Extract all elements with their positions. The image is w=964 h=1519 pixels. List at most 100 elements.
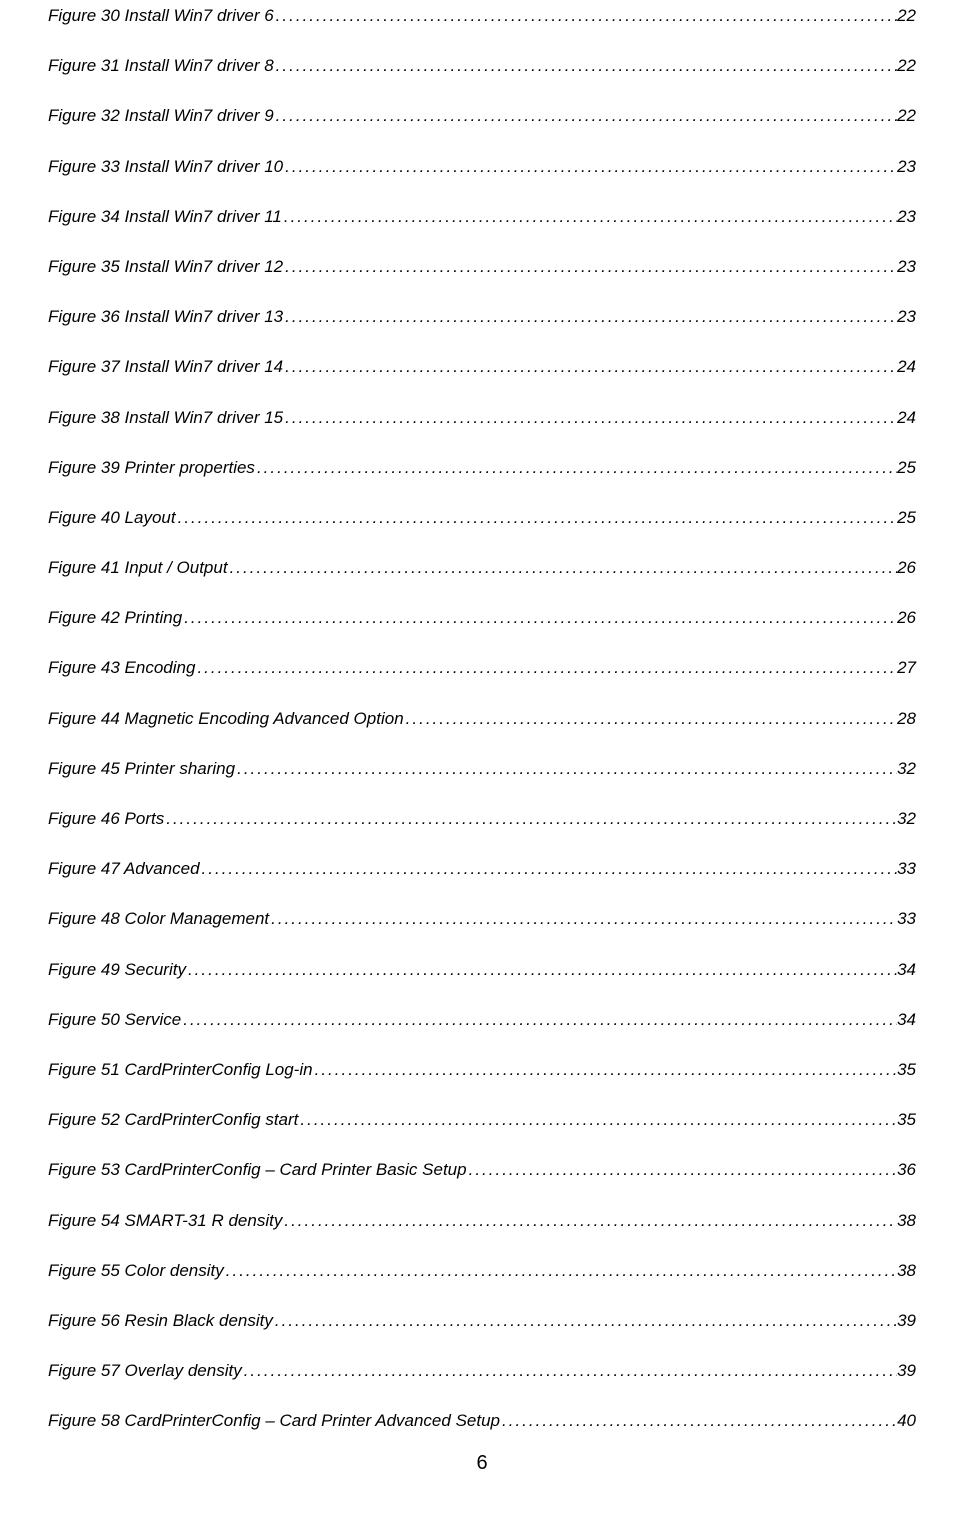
toc-entry-label: Figure 53 CardPrinterConfig – Card Print… bbox=[48, 1160, 467, 1180]
toc-entry-page: 24 bbox=[897, 357, 916, 377]
toc-entry-label: Figure 43 Encoding bbox=[48, 658, 195, 678]
toc-leader-dots bbox=[242, 1361, 897, 1381]
toc-entry[interactable]: Figure 35 Install Win7 driver 12 23 bbox=[48, 257, 916, 277]
toc-leader-dots bbox=[282, 207, 897, 227]
toc-entry[interactable]: Figure 39 Printer properties 25 bbox=[48, 458, 916, 478]
toc-entry-label: Figure 41 Input / Output bbox=[48, 558, 228, 578]
toc-leader-dots bbox=[164, 809, 897, 829]
toc-entry-page: 39 bbox=[897, 1311, 916, 1331]
toc-entry-page: 25 bbox=[897, 508, 916, 528]
toc-leader-dots bbox=[274, 56, 897, 76]
toc-leader-dots bbox=[200, 859, 898, 879]
toc-entry-label: Figure 31 Install Win7 driver 8 bbox=[48, 56, 274, 76]
toc-leader-dots bbox=[283, 257, 897, 277]
toc-leader-dots bbox=[224, 1261, 897, 1281]
toc-entry-label: Figure 42 Printing bbox=[48, 608, 182, 628]
toc-leader-dots bbox=[283, 157, 897, 177]
toc-entry[interactable]: Figure 57 Overlay density 39 bbox=[48, 1361, 916, 1381]
toc-entry-label: Figure 39 Printer properties bbox=[48, 458, 255, 478]
toc-entry-page: 33 bbox=[897, 859, 916, 879]
toc-entry[interactable]: Figure 53 CardPrinterConfig – Card Print… bbox=[48, 1160, 916, 1180]
toc-entry[interactable]: Figure 44 Magnetic Encoding Advanced Opt… bbox=[48, 709, 916, 729]
toc-leader-dots bbox=[176, 508, 897, 528]
toc-entry[interactable]: Figure 58 CardPrinterConfig – Card Print… bbox=[48, 1411, 916, 1431]
toc-leader-dots bbox=[283, 408, 897, 428]
toc-entry-label: Figure 52 CardPrinterConfig start bbox=[48, 1110, 298, 1130]
toc-entry-label: Figure 55 Color density bbox=[48, 1261, 224, 1281]
toc-entry-page: 23 bbox=[897, 157, 916, 177]
toc-entry-label: Figure 37 Install Win7 driver 14 bbox=[48, 357, 283, 377]
toc-entry[interactable]: Figure 54 SMART-31 R density 38 bbox=[48, 1211, 916, 1231]
toc-entry-page: 33 bbox=[897, 909, 916, 929]
toc-entry-page: 23 bbox=[897, 307, 916, 327]
toc-entry-page: 32 bbox=[897, 809, 916, 829]
toc-entry[interactable]: Figure 55 Color density38 bbox=[48, 1261, 916, 1281]
toc-entry[interactable]: Figure 47 Advanced 33 bbox=[48, 859, 916, 879]
toc-leader-dots bbox=[228, 558, 898, 578]
toc-entry-page: 38 bbox=[897, 1211, 916, 1231]
toc-entry[interactable]: Figure 52 CardPrinterConfig start 35 bbox=[48, 1110, 916, 1130]
toc-entry-page: 27 bbox=[897, 658, 916, 678]
toc-entry[interactable]: Figure 46 Ports 32 bbox=[48, 809, 916, 829]
toc-entry[interactable]: Figure 51 CardPrinterConfig Log-in35 bbox=[48, 1060, 916, 1080]
toc-entry-label: Figure 34 Install Win7 driver 11 bbox=[48, 207, 282, 227]
toc-leader-dots bbox=[195, 658, 897, 678]
toc-leader-dots bbox=[467, 1160, 897, 1180]
toc-entry[interactable]: Figure 49 Security34 bbox=[48, 960, 916, 980]
toc-entry-page: 23 bbox=[897, 257, 916, 277]
toc-entry[interactable]: Figure 37 Install Win7 driver 14 24 bbox=[48, 357, 916, 377]
toc-entry-page: 35 bbox=[897, 1110, 916, 1130]
toc-entry[interactable]: Figure 34 Install Win7 driver 11 23 bbox=[48, 207, 916, 227]
toc-entry-label: Figure 47 Advanced bbox=[48, 859, 200, 879]
toc-entry-page: 32 bbox=[897, 759, 916, 779]
toc-entry[interactable]: Figure 33 Install Win7 driver 10 23 bbox=[48, 157, 916, 177]
toc-list: Figure 30 Install Win7 driver 622Figure … bbox=[48, 0, 916, 1431]
toc-leader-dots bbox=[282, 1211, 897, 1231]
toc-entry[interactable]: Figure 42 Printing26 bbox=[48, 608, 916, 628]
toc-entry-label: Figure 35 Install Win7 driver 12 bbox=[48, 257, 283, 277]
toc-entry[interactable]: Figure 36 Install Win7 driver 13 23 bbox=[48, 307, 916, 327]
toc-entry-label: Figure 40 Layout bbox=[48, 508, 176, 528]
toc-entry-page: 34 bbox=[897, 960, 916, 980]
toc-leader-dots bbox=[298, 1110, 897, 1130]
toc-entry[interactable]: Figure 38 Install Win7 driver 1524 bbox=[48, 408, 916, 428]
toc-leader-dots bbox=[182, 608, 897, 628]
toc-entry[interactable]: Figure 56 Resin Black density 39 bbox=[48, 1311, 916, 1331]
toc-leader-dots bbox=[404, 709, 897, 729]
toc-entry[interactable]: Figure 41 Input / Output 26 bbox=[48, 558, 916, 578]
toc-entry[interactable]: Figure 40 Layout 25 bbox=[48, 508, 916, 528]
toc-entry-label: Figure 44 Magnetic Encoding Advanced Opt… bbox=[48, 709, 404, 729]
toc-entry-page: 25 bbox=[897, 458, 916, 478]
toc-entry-label: Figure 45 Printer sharing bbox=[48, 759, 235, 779]
toc-entry-label: Figure 50 Service bbox=[48, 1010, 181, 1030]
toc-entry-label: Figure 56 Resin Black density bbox=[48, 1311, 273, 1331]
toc-entry[interactable]: Figure 43 Encoding 27 bbox=[48, 658, 916, 678]
toc-entry-label: Figure 30 Install Win7 driver 6 bbox=[48, 6, 274, 26]
toc-leader-dots bbox=[283, 357, 897, 377]
toc-entry-page: 35 bbox=[897, 1060, 916, 1080]
toc-entry[interactable]: Figure 50 Service34 bbox=[48, 1010, 916, 1030]
toc-entry-page: 23 bbox=[897, 207, 916, 227]
toc-leader-dots bbox=[500, 1411, 897, 1431]
toc-entry-page: 39 bbox=[897, 1361, 916, 1381]
toc-leader-dots bbox=[313, 1060, 897, 1080]
toc-leader-dots bbox=[283, 307, 897, 327]
toc-entry-label: Figure 57 Overlay density bbox=[48, 1361, 242, 1381]
toc-entry-page: 24 bbox=[897, 408, 916, 428]
toc-entry-page: 22 bbox=[897, 106, 916, 126]
toc-leader-dots bbox=[186, 960, 897, 980]
toc-entry-label: Figure 46 Ports bbox=[48, 809, 164, 829]
toc-entry-label: Figure 36 Install Win7 driver 13 bbox=[48, 307, 283, 327]
toc-entry-label: Figure 48 Color Management bbox=[48, 909, 269, 929]
toc-entry[interactable]: Figure 45 Printer sharing 32 bbox=[48, 759, 916, 779]
toc-entry[interactable]: Figure 30 Install Win7 driver 6 22 bbox=[48, 6, 916, 26]
toc-entry-label: Figure 33 Install Win7 driver 10 bbox=[48, 157, 283, 177]
toc-entry[interactable]: Figure 32 Install Win7 driver 922 bbox=[48, 106, 916, 126]
toc-entry-page: 26 bbox=[897, 558, 916, 578]
toc-entry[interactable]: Figure 48 Color Management 33 bbox=[48, 909, 916, 929]
toc-entry-page: 22 bbox=[897, 56, 916, 76]
toc-leader-dots bbox=[269, 909, 897, 929]
toc-entry[interactable]: Figure 31 Install Win7 driver 8 22 bbox=[48, 56, 916, 76]
toc-entry-page: 22 bbox=[897, 6, 916, 26]
toc-entry-label: Figure 54 SMART-31 R density bbox=[48, 1211, 282, 1231]
